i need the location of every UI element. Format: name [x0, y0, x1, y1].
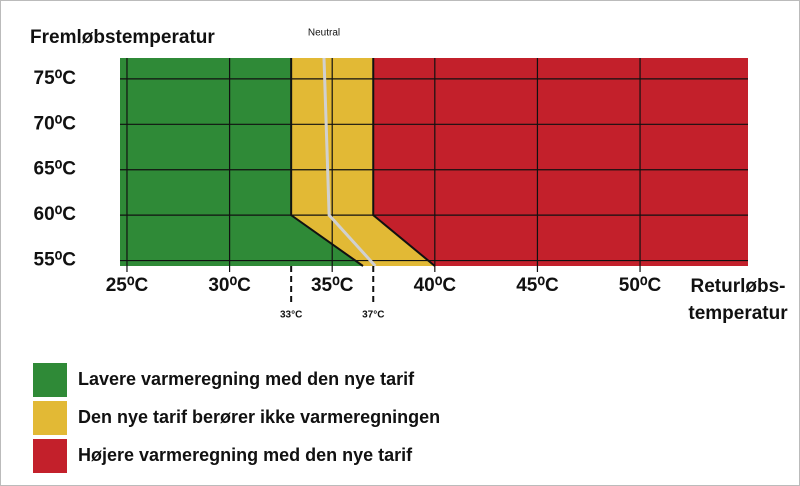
x-tick-label: 50⁰C [619, 275, 662, 296]
neutral-label: Neutral [308, 28, 340, 39]
legend-swatch [33, 401, 67, 435]
x-axis-label: Returløbs- [691, 276, 786, 297]
legend-swatch [33, 363, 67, 397]
y-tick-label: 60⁰C [34, 204, 77, 225]
legend-label: Den nye tarif berører ikke varmeregninge… [78, 407, 440, 427]
annotation-label: 37°C [362, 310, 384, 321]
legend-swatch [33, 439, 67, 473]
x-tick-label: 35⁰C [311, 275, 354, 296]
chart-title: Fremløbstemperatur [30, 27, 215, 48]
annotation-label: 33°C [280, 310, 302, 321]
region [120, 58, 363, 266]
x-axis-label: temperatur [688, 303, 788, 324]
x-tick-label: 30⁰C [208, 275, 251, 296]
y-tick-label: 65⁰C [34, 159, 77, 180]
region [373, 58, 748, 266]
x-tick-label: 45⁰C [516, 275, 559, 296]
boundary-line [372, 58, 436, 267]
legend-label: Lavere varmeregning med den nye tarif [78, 369, 415, 389]
legend-label: Højere varmeregning med den nye tarif [78, 445, 413, 465]
x-tick-label: 40⁰C [414, 275, 457, 296]
y-tick-label: 55⁰C [34, 250, 77, 271]
neutral-line [322, 57, 377, 268]
x-tick-label: 25⁰C [106, 275, 149, 296]
y-tick-label: 75⁰C [34, 68, 77, 89]
boundary-line [290, 58, 364, 267]
y-tick-label: 70⁰C [34, 113, 77, 134]
